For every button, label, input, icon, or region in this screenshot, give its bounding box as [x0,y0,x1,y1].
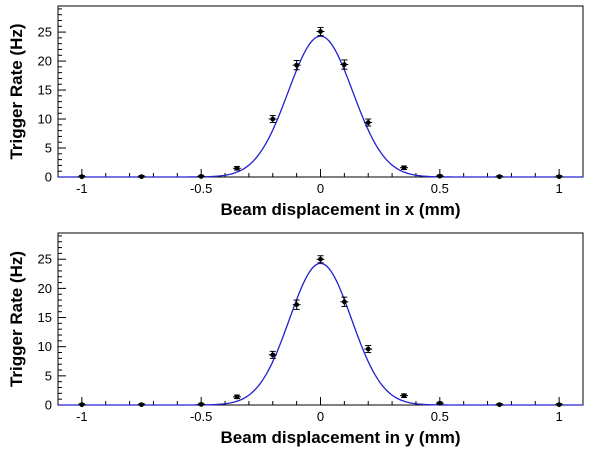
y-tick-label: 10 [38,339,52,354]
data-point [292,299,301,310]
data-marker [556,174,562,180]
data-marker [437,400,443,406]
x-tick-label: 0 [317,181,324,196]
y-tick-label: 25 [38,252,52,267]
data-marker [270,352,276,358]
data-point [495,174,504,180]
data-point [137,402,146,408]
data-marker [497,402,502,408]
data-point [400,393,409,399]
x-tick-label: 0.5 [431,181,449,196]
x-tick-label: -1 [76,409,88,424]
data-point [340,296,349,307]
data-point [232,394,241,400]
data-point [435,173,444,179]
y-tick-label: 15 [38,310,52,325]
data-marker [198,402,204,407]
data-point [77,174,86,180]
data-marker [294,302,300,308]
y-tick-label: 10 [38,112,52,127]
data-marker [365,120,371,125]
x-tick-label: -0.5 [190,181,212,196]
x-tick-label: -0.5 [190,409,212,424]
x-axis-title: Beam displacement in x (mm) [221,200,461,219]
data-marker [318,256,323,262]
data-marker [318,29,323,34]
data-marker [294,62,300,68]
data-marker [79,174,85,180]
data-point [197,174,206,179]
data-point [555,174,564,180]
y-tick-label: 0 [45,398,52,413]
fit-curve [58,35,583,178]
data-point [400,165,409,171]
data-marker [234,394,240,400]
x-tick-label: 0.5 [431,409,449,424]
data-marker [401,165,407,171]
data-point [555,402,564,408]
y-tick-label: 5 [45,368,52,383]
data-point [316,26,325,37]
data-point [340,59,349,70]
data-point [268,350,277,359]
data-marker [270,116,276,122]
data-marker [556,402,562,408]
data-point [364,345,373,354]
data-marker [437,173,443,179]
data-marker [341,299,347,305]
data-marker [401,393,407,399]
data-point [268,115,277,124]
x-axis-title: Beam displacement in y (mm) [221,428,461,447]
x-tick-label: -1 [76,181,88,196]
data-point [77,402,86,408]
data-point [197,402,206,407]
data-marker [341,62,347,67]
y-axis-title: Trigger Rate (Hz) [7,251,26,387]
y-tick-label: 20 [38,281,52,296]
data-point [137,174,146,180]
y-axis-title: Trigger Rate (Hz) [7,23,26,159]
data-point [316,255,325,264]
data-point [435,400,444,406]
y-tick-label: 25 [38,25,52,40]
data-marker [497,174,502,180]
y-tick-label: 15 [38,83,52,98]
data-marker [139,402,144,408]
y-tick-label: 20 [38,54,52,69]
data-marker [79,402,85,408]
data-point [364,118,373,127]
x-tick-label: 1 [556,409,563,424]
data-point [232,165,241,171]
data-point [292,59,301,71]
fit-curve [58,262,583,406]
data-marker [365,346,371,352]
data-point [495,402,504,408]
y-tick-label: 0 [45,170,52,185]
data-marker [234,165,240,171]
data-marker [198,174,204,179]
y-tick-label: 5 [45,141,52,156]
x-tick-label: 1 [556,181,563,196]
data-marker [139,174,144,180]
x-tick-label: 0 [317,409,324,424]
